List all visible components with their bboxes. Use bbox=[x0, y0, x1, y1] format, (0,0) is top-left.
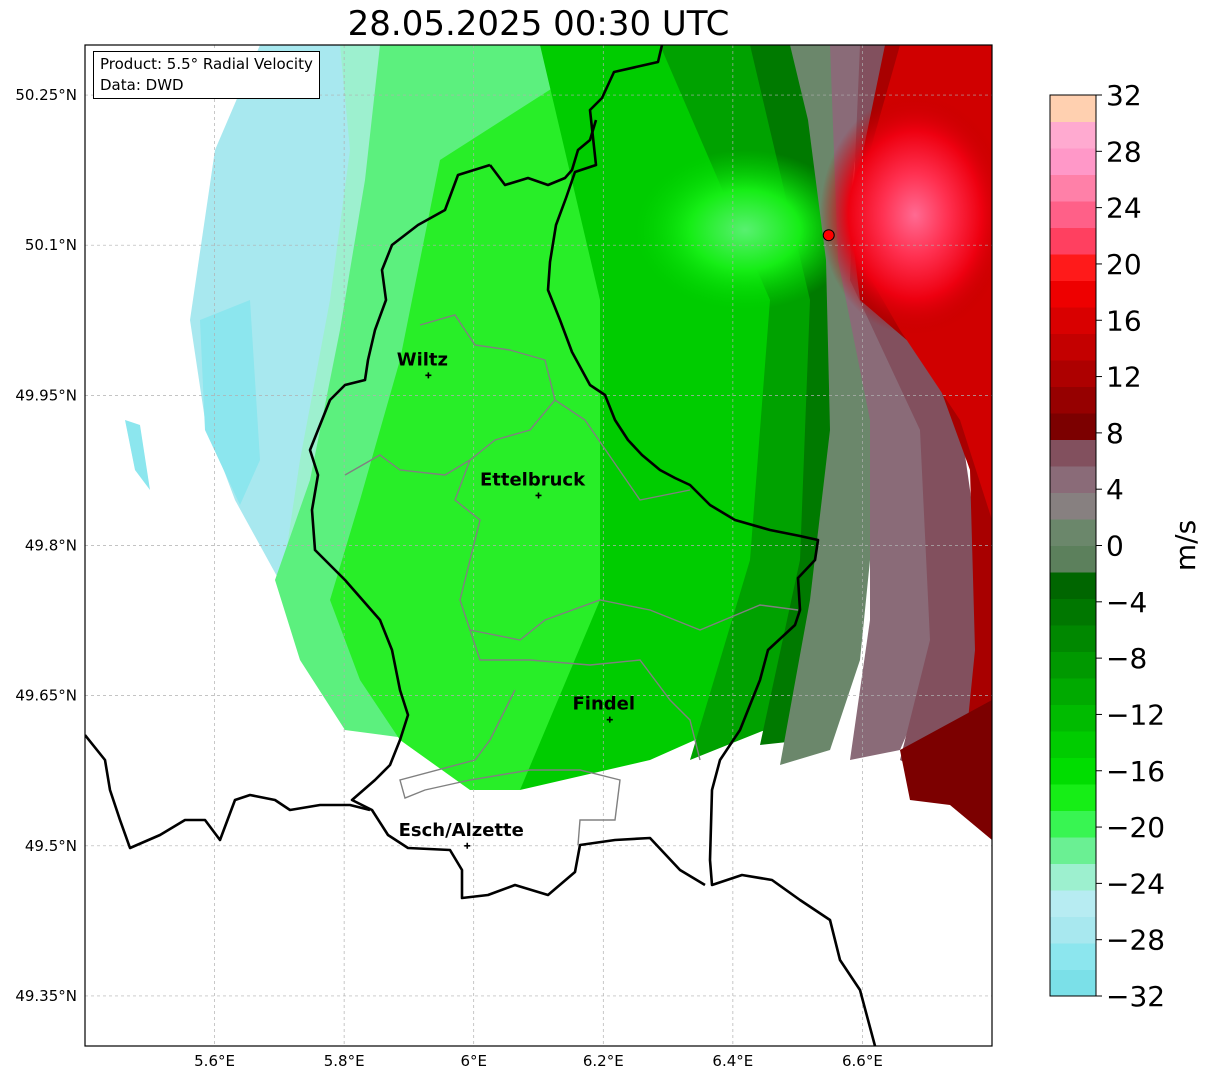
colorbar-tick-label: −20 bbox=[1106, 811, 1165, 844]
colorbar-swatch bbox=[1050, 625, 1096, 652]
colorbar-tick-label: 28 bbox=[1106, 135, 1142, 168]
lat-tick-label: 50.25°N bbox=[15, 86, 77, 104]
colorbar: −32 −28 −24 −20 −16 −12 −8 −4 0 4 8 12 16 20 24 28 32 m/s bbox=[1049, 79, 1202, 1013]
city-marker: Findel bbox=[572, 694, 635, 723]
colorbar-swatch bbox=[1050, 943, 1096, 970]
colorbar-swatch bbox=[1050, 413, 1096, 440]
colorbar-swatch bbox=[1050, 148, 1096, 175]
colorbar-tick-label: 16 bbox=[1106, 304, 1142, 337]
city-label: Wiltz bbox=[397, 349, 448, 370]
map-title: 28.05.2025 00:30 UTC bbox=[347, 4, 730, 44]
colorbar-tick-label: −8 bbox=[1106, 642, 1147, 675]
colorbar-swatch bbox=[1050, 837, 1096, 864]
colorbar-swatch bbox=[1050, 572, 1096, 599]
colorbar-swatch bbox=[1050, 174, 1096, 202]
colorbar-swatch bbox=[1050, 492, 1096, 520]
colorbar-swatch bbox=[1050, 545, 1096, 573]
colorbar-unit-label: m/s bbox=[1169, 520, 1202, 571]
lat-tick-label: 49.5°N bbox=[25, 837, 77, 855]
colorbar-tick-label: 32 bbox=[1106, 79, 1142, 112]
lon-tick-label: 6.4°E bbox=[712, 1052, 753, 1070]
colorbar-swatch bbox=[1050, 201, 1096, 228]
lat-tick-label: 49.8°N bbox=[25, 537, 77, 555]
colorbar-swatch bbox=[1050, 890, 1096, 917]
colorbar-tick-label: 8 bbox=[1106, 417, 1124, 450]
radar-velocity-field bbox=[85, 45, 992, 1046]
product-info-box: Product: 5.5° Radial Velocity Data: DWD bbox=[93, 51, 320, 99]
radar-site-marker bbox=[822, 229, 835, 242]
colorbar-tick-label: −4 bbox=[1106, 586, 1147, 619]
colorbar-swatch bbox=[1050, 651, 1096, 679]
colorbar-swatch bbox=[1050, 360, 1096, 387]
city-label: Ettelbruck bbox=[480, 469, 586, 490]
colorbar-swatch bbox=[1050, 810, 1096, 838]
product-label: Product: 5.5° Radial Velocity bbox=[100, 55, 313, 73]
colorbar-tick-label: −12 bbox=[1106, 698, 1165, 731]
city-cross-icon bbox=[535, 492, 542, 499]
colorbar-swatch bbox=[1050, 916, 1096, 944]
lon-tick-label: 5.8°E bbox=[324, 1052, 365, 1070]
colorbar-swatch bbox=[1050, 95, 1096, 122]
lon-tick-label: 6°E bbox=[460, 1052, 487, 1070]
colorbar-swatch bbox=[1050, 757, 1096, 785]
city-marker: Esch/Alzette bbox=[399, 820, 524, 849]
city-cross-icon bbox=[464, 842, 471, 849]
lon-tick-label: 6.2°E bbox=[583, 1052, 624, 1070]
colorbar-tick-label: −32 bbox=[1106, 980, 1165, 1013]
city-label: Findel bbox=[572, 694, 635, 715]
colorbar-swatch bbox=[1050, 678, 1096, 705]
colorbar-swatch bbox=[1050, 519, 1096, 546]
colorbar-swatch bbox=[1050, 863, 1096, 891]
colorbar-swatch bbox=[1050, 704, 1096, 732]
colorbar-tick-label: 20 bbox=[1106, 248, 1142, 281]
colorbar-tick-label: −16 bbox=[1106, 755, 1165, 788]
colorbar-tick-label: 24 bbox=[1106, 192, 1142, 225]
colorbar-swatch bbox=[1050, 386, 1096, 414]
colorbar-swatch bbox=[1050, 598, 1096, 626]
colorbar-tick-label: −28 bbox=[1106, 924, 1165, 957]
colorbar-tick-label: 0 bbox=[1106, 530, 1124, 563]
colorbar-swatch bbox=[1050, 121, 1096, 149]
lat-tick-label: 49.35°N bbox=[15, 987, 77, 1005]
colorbar-swatch bbox=[1050, 280, 1096, 308]
colorbar-swatch bbox=[1050, 784, 1096, 811]
lat-tick-label: 50.1°N bbox=[25, 236, 77, 254]
lon-tick-label: 6.6°E bbox=[842, 1052, 883, 1070]
colorbar-swatch bbox=[1050, 969, 1096, 997]
colorbar-swatch bbox=[1050, 439, 1096, 467]
country-borders bbox=[85, 45, 877, 1046]
data-source-label: Data: DWD bbox=[100, 76, 184, 94]
city-markers: Wiltz Ettelbruck Findel Esch/Alzette bbox=[397, 349, 635, 849]
map-axis-ticks: 5.6°E 5.8°E 6°E 6.2°E 6.4°E 6.6°E 50.25°N 50.1°… bbox=[15, 86, 883, 1070]
colorbar-swatch bbox=[1050, 466, 1096, 493]
colorbar-swatch bbox=[1050, 307, 1096, 334]
colorbar-tick-label: 4 bbox=[1106, 473, 1124, 506]
lat-tick-label: 49.95°N bbox=[15, 386, 77, 404]
city-marker: Wiltz bbox=[397, 349, 448, 379]
lat-tick-label: 49.65°N bbox=[15, 687, 77, 705]
city-cross-icon bbox=[606, 716, 613, 723]
colorbar-swatch bbox=[1050, 254, 1096, 281]
colorbar-swatch bbox=[1050, 731, 1096, 758]
city-label: Esch/Alzette bbox=[399, 820, 524, 841]
map-frame bbox=[84, 44, 993, 1047]
colorbar-tick-label: 12 bbox=[1106, 361, 1142, 394]
colorbar-tick-label: −24 bbox=[1106, 867, 1165, 900]
lon-tick-label: 5.6°E bbox=[194, 1052, 235, 1070]
colorbar-swatch bbox=[1050, 227, 1096, 255]
canton-borders bbox=[344, 314, 799, 846]
city-marker: Ettelbruck bbox=[480, 469, 586, 499]
colorbar-swatch bbox=[1050, 333, 1096, 361]
city-cross-icon bbox=[425, 372, 432, 379]
